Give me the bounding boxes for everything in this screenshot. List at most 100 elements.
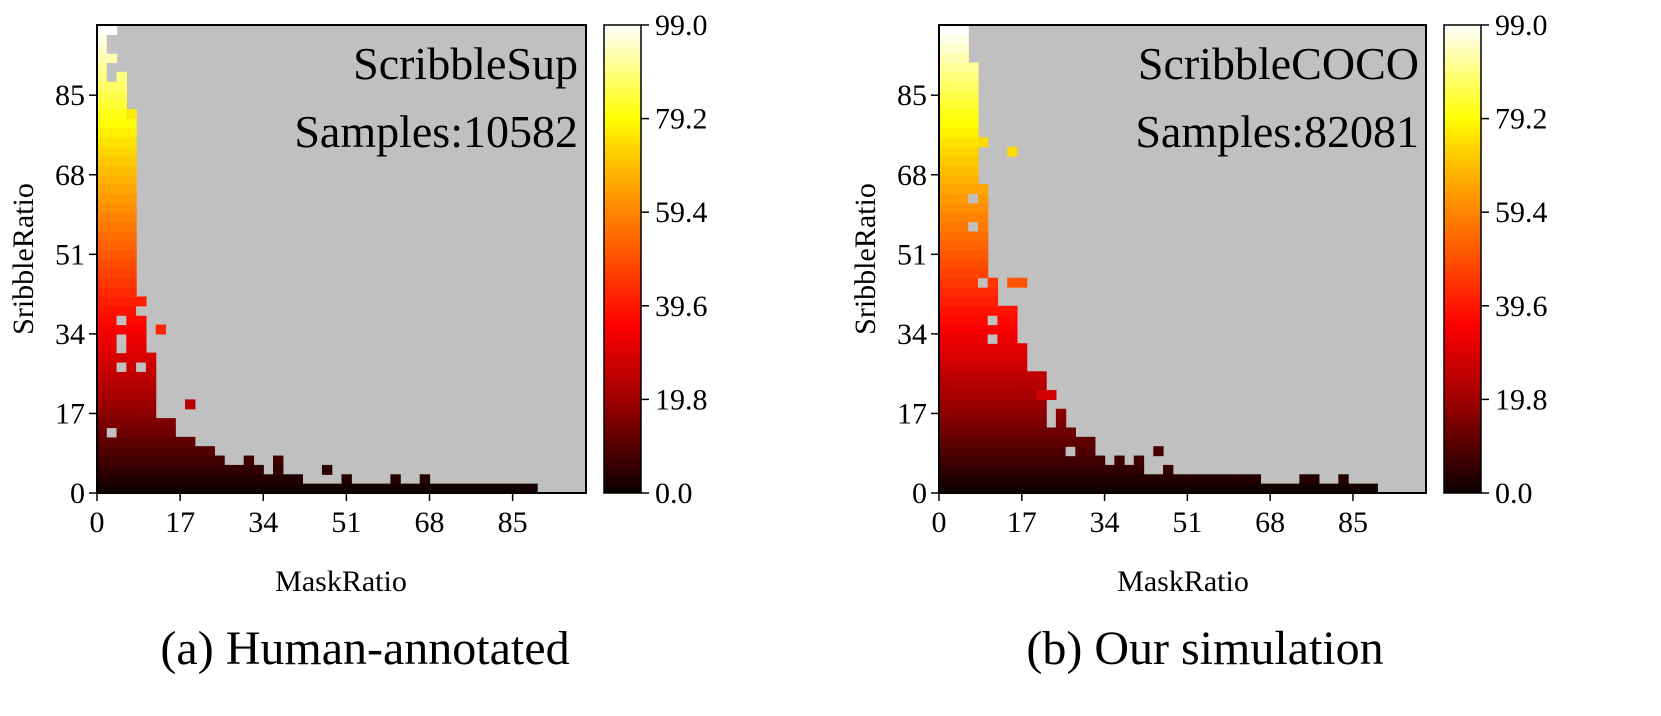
heatmap-cell: [968, 343, 979, 354]
heatmap-cell: [126, 174, 137, 185]
heatmap-cell: [126, 221, 137, 232]
heatmap-cell: [106, 202, 118, 213]
heatmap-cell: [1153, 474, 1164, 485]
heatmap-cell: [948, 99, 960, 110]
heatmap-cell: [1114, 455, 1125, 466]
heatmap-cell: [106, 305, 118, 316]
heatmap-cell: [106, 193, 118, 204]
heatmap-cell: [939, 212, 950, 223]
heatmap-cell: [968, 455, 979, 466]
heatmap-cell: [116, 193, 127, 204]
heatmap-cell: [939, 408, 950, 419]
heatmap-cell: [116, 118, 127, 129]
heatmap-cell: [106, 109, 118, 120]
heatmap-cell: [175, 455, 186, 466]
heatmap-cell: [155, 464, 167, 475]
heatmap-cell: [968, 371, 979, 382]
heatmap-cell: [948, 62, 960, 73]
heatmap-cell: [97, 324, 108, 335]
heatmap-cell: [939, 268, 950, 279]
heatmap-cell: [939, 43, 950, 54]
heatmap-cell: [97, 230, 108, 241]
heatmap-cell: [968, 146, 979, 157]
heatmap-cell: [126, 483, 137, 494]
heatmap-cell: [97, 333, 108, 344]
dataset-name: ScribbleCOCO: [1138, 38, 1419, 89]
heatmap-cell: [273, 455, 284, 466]
heatmap-cell: [380, 483, 391, 494]
heatmap-cell: [948, 343, 960, 354]
heatmap-cell: [233, 483, 245, 494]
heatmap-cell: [939, 352, 950, 363]
heatmap-cell: [958, 455, 969, 466]
heatmap-cell: [126, 380, 137, 391]
heatmap-cell: [1309, 474, 1320, 485]
heatmap-cell: [1250, 474, 1262, 485]
heatmap-cell: [106, 474, 118, 485]
heatmap-cell: [958, 165, 969, 176]
heatmap-cell: [958, 99, 969, 110]
heatmap-cell: [341, 483, 352, 494]
heatmap-cell: [145, 408, 157, 419]
heatmap-cell: [939, 90, 950, 101]
y-tick-label: 51: [897, 238, 927, 271]
heatmap-cell: [1007, 408, 1018, 419]
heatmap-cell: [939, 474, 950, 485]
colorbar-gradient: [1443, 24, 1482, 494]
heatmap-cell: [185, 436, 196, 447]
heatmap-cell: [948, 127, 960, 138]
heatmap-cell: [1026, 474, 1037, 485]
heatmap-cell: [997, 418, 1008, 429]
heatmap-cell: [97, 156, 108, 166]
heatmap-cell: [136, 418, 147, 429]
heatmap-cell: [948, 165, 960, 176]
heatmap-cell: [116, 240, 127, 251]
heatmap-cell: [1036, 399, 1047, 410]
heatmap-cell: [958, 333, 969, 344]
heatmap-cell: [958, 34, 969, 45]
heatmap-cell: [977, 474, 989, 485]
heatmap-cell: [116, 156, 127, 166]
heatmap-cell: [1124, 464, 1135, 475]
y-axis-ticks: 0 17 34 51 68 85: [897, 79, 939, 510]
heatmap-cell: [106, 380, 118, 391]
heatmap-cell: [958, 202, 969, 213]
heatmap-cell: [939, 99, 950, 110]
heatmap-cell: [1026, 436, 1037, 447]
heatmap-cell: [977, 202, 989, 213]
heatmap-cell: [126, 408, 137, 419]
heatmap-cell: [1026, 446, 1037, 457]
heatmap-cell: [126, 333, 137, 344]
heatmap-cell: [1036, 380, 1047, 391]
heatmap-cell: [977, 455, 989, 466]
heatmap-cell: [977, 315, 989, 326]
heatmap-cell: [948, 193, 960, 204]
heatmap-cell: [958, 390, 969, 400]
heatmap-cell: [1133, 464, 1145, 475]
heatmap-cell: [977, 268, 989, 279]
heatmap-cell: [527, 483, 538, 494]
heatmap-cell: [312, 483, 323, 494]
heatmap-cell: [939, 371, 950, 382]
heatmap-cell: [948, 137, 960, 148]
heatmap-cell: [116, 296, 127, 307]
x-tick-label: 68: [415, 506, 445, 539]
heatmap-cell: [939, 81, 950, 92]
heatmap-cell: [126, 352, 137, 363]
heatmap-cell: [429, 483, 440, 494]
heatmap-cell: [97, 137, 108, 148]
heatmap-cell: [116, 399, 127, 410]
heatmap-cell: [1007, 436, 1018, 447]
heatmap-cell: [1016, 474, 1028, 485]
heatmap-cell: [1153, 483, 1164, 494]
heatmap-cell: [987, 418, 999, 429]
heatmap-cell: [243, 464, 255, 475]
heatmap-cell: [97, 34, 108, 45]
colorbar-tick-label: 0.0: [655, 477, 693, 510]
heatmap-cell: [939, 464, 950, 475]
heatmap-cell: [1026, 483, 1037, 494]
heatmap-cell: [977, 249, 989, 260]
heatmap-cell: [175, 464, 186, 475]
heatmap-cell: [165, 446, 176, 457]
heatmap-cell: [948, 361, 960, 372]
